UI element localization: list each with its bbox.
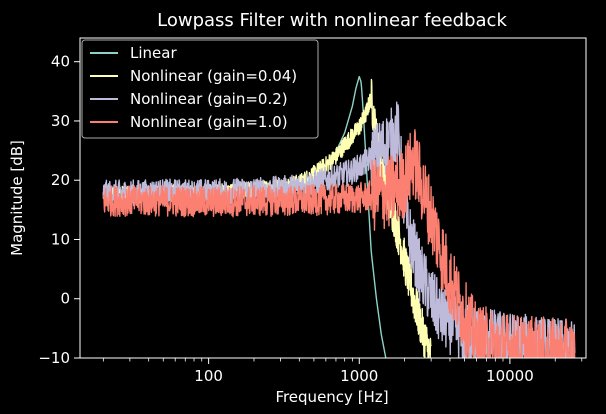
series-layer: [102, 75, 576, 358]
y-tick-label: 30: [51, 112, 70, 130]
chart-title: Lowpass Filter with nonlinear feedback: [157, 10, 507, 31]
legend-label-0: Linear: [130, 44, 177, 62]
legend: Linear Nonlinear (gain=0.04) Nonlinear (ga…: [81, 39, 319, 139]
x-tick-label: 10000: [486, 367, 534, 385]
legend-box: [81, 39, 319, 139]
x-tick-label: 1000: [340, 367, 378, 385]
y-tick-label: 10: [51, 230, 70, 248]
legend-label-2: Nonlinear (gain=0.2): [130, 90, 288, 108]
legend-label-1: Nonlinear (gain=0.04): [130, 67, 297, 85]
y-axis-label: Magnitude [dB]: [8, 140, 26, 256]
axes-layer: 100 1000 10000 −10 0 10 20 30 40: [38, 37, 587, 385]
legend-label-3: Nonlinear (gain=1.0): [130, 113, 288, 131]
y-tick-label: 40: [51, 53, 70, 71]
series-line-3: [102, 129, 576, 358]
y-tick-label: 20: [51, 171, 70, 189]
x-tick-label: 100: [194, 367, 223, 385]
x-axis-label: Frequency [Hz]: [275, 388, 388, 406]
plot-frame: [79, 37, 587, 359]
y-tick-label: 0: [60, 290, 70, 308]
y-tick-label: −10: [38, 349, 70, 367]
